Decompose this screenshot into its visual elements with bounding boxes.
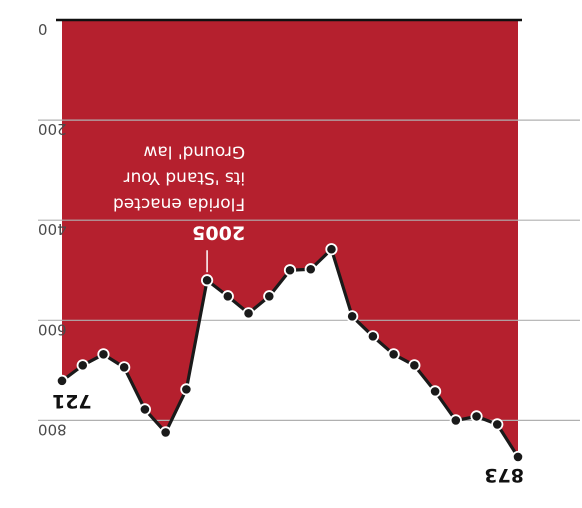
data-point (283, 264, 297, 277)
data-point (470, 410, 483, 423)
data-point (387, 348, 400, 361)
data-point (449, 414, 462, 427)
annotation-layer: 2005 Florida enacted its 'Stand Your Ground… (113, 141, 245, 273)
data-point (408, 359, 421, 372)
y-tick-label-0: 0 (38, 20, 48, 38)
annotation-line-4: Ground' law (143, 141, 245, 161)
data-point (55, 374, 69, 387)
data-point (221, 290, 234, 303)
area-layer (62, 20, 518, 457)
data-point (428, 385, 442, 398)
data-point (200, 274, 214, 287)
data-point (491, 418, 504, 431)
label-layer: 0 200 400 600 800 873 721 (38, 20, 524, 486)
data-point (76, 359, 89, 372)
data-point (366, 330, 380, 343)
data-point (304, 263, 317, 276)
area-fill (62, 20, 518, 457)
annotation-line-1: 2005 (192, 221, 245, 243)
y-tick-label-400: 400 (38, 220, 67, 238)
data-point (180, 383, 193, 396)
y-tick-label-600: 600 (38, 320, 67, 338)
data-point (346, 310, 359, 323)
last-value-label: 721 (52, 390, 92, 412)
annotation-line-3: its 'Stand Your (124, 167, 245, 187)
y-tick-label-200: 200 (38, 120, 67, 138)
first-value-label: 873 (484, 464, 524, 486)
data-point (97, 348, 110, 361)
rotated-chart-group: 2005 Florida enacted its 'Stand Your Ground… (38, 18, 580, 486)
data-point (511, 450, 525, 464)
data-point (242, 307, 255, 320)
marker-layer (55, 243, 525, 464)
data-point (159, 426, 172, 439)
data-point (138, 403, 152, 416)
annotation-line-2: Florida enacted (113, 193, 245, 213)
data-point (118, 361, 131, 374)
y-tick-label-800: 800 (38, 420, 67, 438)
data-point (325, 243, 338, 256)
data-point (263, 290, 276, 303)
